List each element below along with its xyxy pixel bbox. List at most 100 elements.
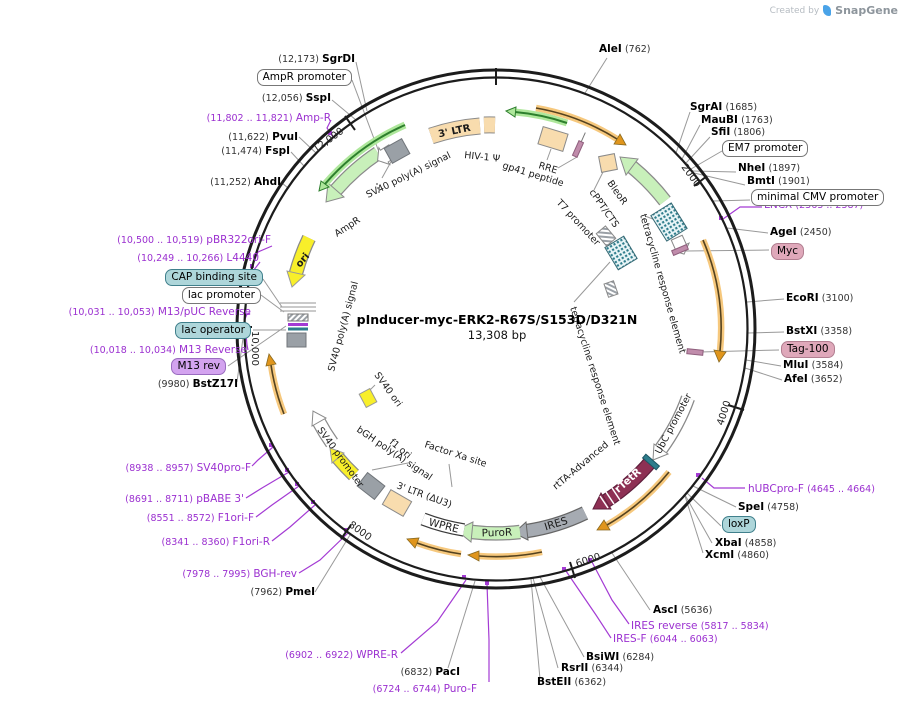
primer-label-pbabe-3[interactable]: (8691 .. 8711) pBABE 3' [125, 493, 244, 505]
site-label-xcmi[interactable]: XcmI (4860) [705, 549, 769, 561]
site-label-ecori[interactable]: EcoRI (3100) [786, 292, 854, 304]
tick-10000: 10,000 [249, 331, 260, 366]
plasmid-title-block: pInducer-myc-ERK2-R67S/S153D/D321N 13,30… [297, 312, 697, 342]
label-bleor: BleoR [605, 178, 630, 207]
site-label-agei[interactable]: AgeI (2450) [770, 226, 832, 238]
orf-arc-rtta [596, 469, 672, 531]
feature-label-myc[interactable]: Myc [771, 243, 805, 260]
feature-tag100-sliver[interactable] [686, 348, 704, 356]
site-label-bmti[interactable]: BmtI (1901) [747, 175, 810, 187]
feature-hatch-box-2[interactable] [603, 280, 619, 298]
orf-arc-top [535, 104, 627, 146]
orf-arc-myc-erk2 [700, 238, 727, 363]
site-label-asci[interactable]: AscI (5636) [653, 604, 713, 616]
feature-3ltr-du3-box[interactable] [381, 488, 413, 518]
feature-label-lac-operator[interactable]: lac operator [175, 322, 251, 339]
label-rre: RRE [537, 160, 559, 176]
feature-label-em7-promoter[interactable]: EM7 promoter [722, 140, 809, 157]
site-label-sfii[interactable]: SfiI (1806) [711, 126, 766, 138]
feature-ires-arrow[interactable] [513, 506, 589, 541]
site-label-sgrai[interactable]: SgrAI (1685) [690, 101, 758, 113]
watermark-prefix: Created by [769, 5, 820, 16]
primer-label-hubcpro-f[interactable]: hUBCpro-F (4645 .. 4664) [748, 483, 875, 495]
site-label-alei[interactable]: AleI (762) [599, 43, 651, 55]
feature-label-min-cmv-promoter[interactable]: minimal CMV promoter [751, 189, 885, 206]
feature-label-cap-binding-site[interactable]: CAP binding site [165, 269, 263, 286]
site-label-afei[interactable]: AfeI (3652) [784, 373, 843, 385]
feature-myc-sliver[interactable] [671, 243, 689, 257]
site-label-bstxi[interactable]: BstXI (3358) [786, 325, 853, 337]
site-label-bsiwi[interactable]: BsiWI (6284) [586, 651, 655, 663]
site-label-sspi[interactable]: (12,056) SspI [261, 92, 331, 104]
orf-arc-wpre [406, 537, 462, 558]
primer-label-pbr322ori-f[interactable]: (10,500 .. 10,519) pBR322ori-F [117, 234, 271, 246]
label-ubc: UbC promoter [653, 392, 694, 456]
label-hiv1-psi: HIV-1 Ψ [464, 150, 501, 165]
feature-lac-region-stack[interactable] [280, 302, 316, 348]
feature-ampr-arrow[interactable] [325, 146, 383, 203]
feature-arrow-top-green[interactable] [504, 106, 569, 127]
site-label-nhei[interactable]: NheI (1897) [738, 162, 801, 174]
primer-label-f1ori-r[interactable]: (8341 .. 8360) F1ori-R [161, 536, 270, 548]
site-label-maubi[interactable]: MauBI (1763) [701, 114, 773, 126]
feature-label-m13-rev[interactable]: M13 rev [171, 358, 226, 375]
feature-label-lac-promoter[interactable]: lac promoter [181, 287, 261, 304]
feature-puror-arrow[interactable] [455, 521, 521, 543]
feature-loxp-bar[interactable] [641, 453, 661, 471]
site-label-pvui[interactable]: (11,622) PvuI [228, 131, 298, 143]
label-puror: PuroR [481, 526, 512, 539]
primer-label-wpre-r[interactable]: (6902 .. 6922) WPRE-R [285, 649, 398, 661]
site-label-mlui[interactable]: MluI (3584) [783, 359, 844, 371]
snapgene-brand: SnapGene [835, 4, 898, 17]
feature-label-loxp[interactable]: loxP [722, 516, 756, 533]
primer-label-ires-reverse[interactable]: IRES reverse (5817 .. 5834) [631, 620, 769, 632]
site-label-paci[interactable]: (6832) PacI [400, 666, 460, 678]
site-label-xbai[interactable]: XbaI (4858) [715, 537, 777, 549]
feature-t7-promoter-box[interactable] [595, 225, 617, 247]
primer-label-amp-r[interactable]: (11,802 .. 11,821) Amp-R [206, 112, 331, 124]
feature-rre-box[interactable] [537, 125, 569, 153]
feature-bleor-arrow[interactable] [619, 156, 671, 206]
feature-wpre-box[interactable] [420, 512, 466, 537]
primer-label-f1ori-f[interactable]: (8551 .. 8572) F1ori-F [146, 512, 254, 524]
primer-label-l4440[interactable]: (10,249 .. 10,266) L4440 [137, 252, 259, 264]
feature-ori-arrow[interactable] [286, 234, 316, 288]
primer-label-puro-f[interactable]: (6724 .. 6744) Puro-F [372, 683, 477, 695]
feature-bgh-polya-box[interactable] [356, 471, 386, 501]
feature-ubc-promoter-arrow[interactable] [652, 395, 695, 461]
feature-cppt-diamond[interactable] [598, 153, 618, 173]
label-sv40-ori: SV40 ori [372, 370, 404, 409]
feature-label-tag-100[interactable]: Tag-100 [781, 341, 835, 358]
feature-ampr-orf-line [318, 121, 407, 192]
plasmid-size: 13,308 bp [467, 328, 527, 342]
feature-f1ori-arrow[interactable] [329, 447, 360, 481]
feature-sv40-promoter-arrow[interactable] [311, 410, 338, 448]
label-factor-xa: Factor Xa site [423, 439, 488, 469]
snapgene-logo-icon [823, 5, 832, 16]
site-label-bsteii[interactable]: BstEII (6362) [537, 676, 607, 688]
feature-tre-box-1[interactable] [650, 202, 688, 242]
label-wpre: WPRE [427, 517, 460, 536]
site-label-rsrii[interactable]: RsrII (6344) [561, 662, 624, 674]
site-label-fspi[interactable]: (11,474) FspI [221, 145, 290, 157]
site-label-spei[interactable]: SpeI (4758) [738, 501, 799, 513]
primer-label-bgh-rev[interactable]: (7978 .. 7995) BGH-rev [182, 568, 297, 580]
feature-3ltr-box[interactable] [428, 116, 496, 145]
feature-sv40-polya-top-box[interactable] [383, 138, 411, 164]
primer-label-ires-f[interactable]: IRES-F (6044 .. 6063) [613, 633, 718, 645]
primer-label-m13-puc-reverse[interactable]: (10,031 .. 10,053) M13/pUC Reverse [68, 306, 251, 318]
primer-label-m13-reverse[interactable]: (10,018 .. 10,034) M13 Reverse [89, 344, 247, 356]
site-label-ahdi[interactable]: (11,252) AhdI [210, 176, 281, 188]
label-ampr-gene: AmpR [333, 215, 363, 240]
feature-gp41-sliver[interactable] [571, 132, 587, 158]
site-label-bstz17i[interactable]: (9980) BstZ17I [157, 378, 238, 390]
orf-arc-left [265, 353, 288, 416]
feature-sv40-ori-diamond[interactable] [358, 387, 378, 409]
site-label-pmei[interactable]: (7962) PmeI [250, 586, 315, 598]
site-label-sgrdi[interactable]: (12,173) SgrDI [278, 53, 355, 65]
feature-tre-box-2[interactable] [604, 235, 638, 271]
feature-label-ampr-promoter[interactable]: AmpR promoter [256, 69, 352, 86]
primer-label-sv40pro-f[interactable]: (8938 .. 8957) SV40pro-F [125, 462, 251, 474]
